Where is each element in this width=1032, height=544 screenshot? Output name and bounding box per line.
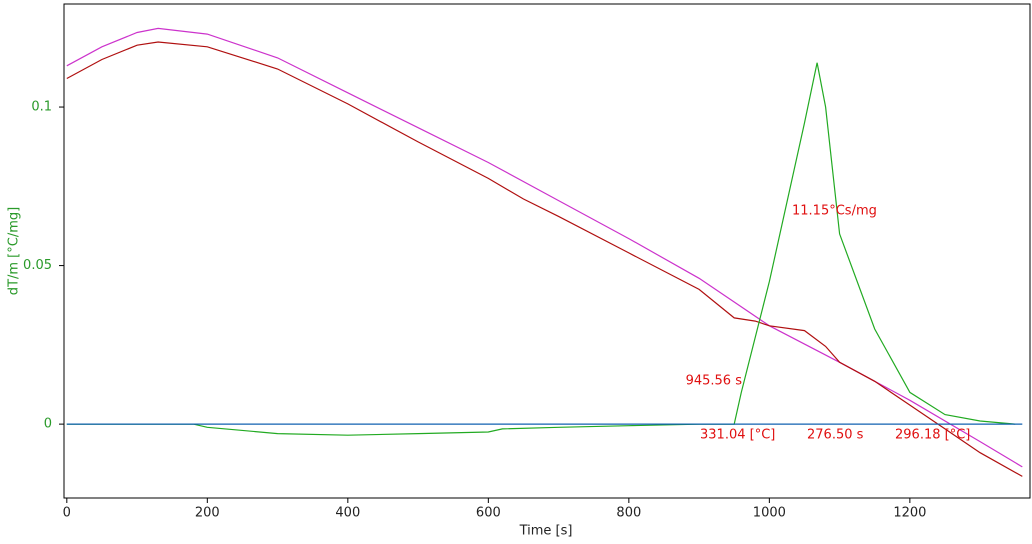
annotation: 11.15°Cs/mg xyxy=(792,204,877,219)
x-tick-label: 400 xyxy=(335,506,360,521)
annotation: 945.56 s xyxy=(686,374,743,389)
x-tick-label: 1200 xyxy=(893,506,926,521)
data-line xyxy=(66,62,1016,436)
x-tick-label: 600 xyxy=(476,506,501,521)
plot-frame xyxy=(63,3,1031,499)
x-tick-label: 0 xyxy=(63,506,71,521)
data-line xyxy=(66,27,1023,468)
y-tick-label: 0.05 xyxy=(23,258,52,273)
y-axis-label: dT/m [°C/mg] xyxy=(7,207,22,295)
x-axis-label: Time [s] xyxy=(519,524,573,539)
data-line xyxy=(66,41,1023,477)
x-tick-label: 200 xyxy=(195,506,220,521)
y-tick-label: 0 xyxy=(44,417,52,432)
annotation: 276.50 s xyxy=(807,428,864,443)
x-tick-label: 800 xyxy=(616,506,641,521)
annotation: 296.18 [°C] xyxy=(895,428,970,443)
x-tick-label: 1000 xyxy=(753,506,786,521)
annotation: 331.04 [°C] xyxy=(700,428,775,443)
y-tick-label: 0.1 xyxy=(31,100,52,115)
